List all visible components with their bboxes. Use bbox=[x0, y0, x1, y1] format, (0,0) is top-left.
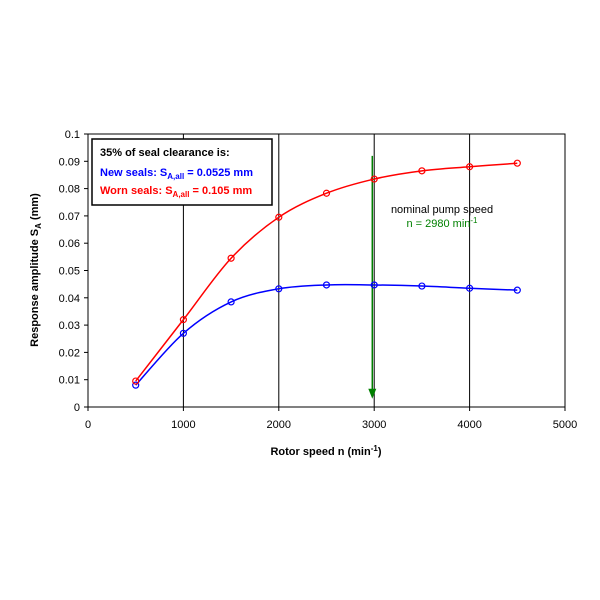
data-point bbox=[132, 377, 140, 385]
y-label-sub: A bbox=[34, 223, 43, 229]
data-point bbox=[179, 316, 187, 324]
y-tick-label: 0.01 bbox=[59, 375, 80, 387]
y-tick-label: 0.08 bbox=[59, 184, 80, 196]
legend-text: New seals: S bbox=[100, 167, 167, 179]
legend-sub: A,all bbox=[173, 190, 190, 199]
annotation-text: nominal pump speed bbox=[391, 204, 493, 216]
data-point bbox=[227, 298, 235, 306]
y-tick-label: 0.07 bbox=[59, 211, 80, 223]
annotation-sup: -1 bbox=[470, 216, 478, 225]
series-line bbox=[135, 283, 518, 386]
y-tick-label: 0.04 bbox=[59, 293, 80, 305]
x-tick-label: 1000 bbox=[171, 419, 195, 431]
data-point bbox=[227, 254, 235, 262]
x-tick-label: 4000 bbox=[457, 419, 481, 431]
y-axis-label: Response amplitude SA (mm) bbox=[29, 193, 43, 347]
data-point bbox=[132, 381, 140, 389]
data-point bbox=[322, 189, 331, 197]
y-tick-label: 0.05 bbox=[59, 266, 80, 278]
series-line bbox=[135, 162, 518, 382]
legend-after: = 0.0525 mm bbox=[184, 167, 253, 179]
data-point bbox=[370, 281, 378, 289]
y-tick-label: 0.09 bbox=[59, 156, 80, 168]
y-label-after: (mm) bbox=[29, 193, 41, 223]
legend-sub: A,all bbox=[167, 172, 184, 181]
data-point bbox=[418, 167, 426, 175]
data-point bbox=[322, 281, 331, 289]
data-point bbox=[418, 282, 426, 290]
data-point bbox=[513, 159, 521, 167]
y-tick-label: 0.02 bbox=[59, 347, 80, 359]
legend-title: 35% of seal clearance is: bbox=[100, 147, 230, 159]
data-point bbox=[275, 213, 283, 221]
legend-entry: Worn seals: SA,all = 0.105 mm bbox=[100, 185, 252, 199]
data-point bbox=[275, 285, 283, 293]
legend-entry: New seals: SA,all = 0.0525 mm bbox=[100, 167, 253, 181]
y-tick-label: 0.06 bbox=[59, 238, 80, 250]
y-tick-label: 0 bbox=[74, 402, 80, 414]
y-tick-label: 0.1 bbox=[65, 129, 80, 141]
x-label-text: Rotor speed n (min bbox=[270, 446, 371, 458]
data-point bbox=[370, 175, 378, 183]
y-tick-label: 0.03 bbox=[59, 320, 80, 332]
data-point bbox=[513, 286, 521, 294]
legend-after: = 0.105 mm bbox=[189, 185, 252, 197]
legend-box bbox=[91, 138, 273, 206]
x-label-sup: -1 bbox=[371, 444, 379, 453]
x-tick-label: 2000 bbox=[267, 419, 291, 431]
legend-text: Worn seals: S bbox=[100, 185, 173, 197]
annotation-text-main: n = 2980 min bbox=[406, 218, 470, 230]
annotation-text: n = 2980 min-1 bbox=[406, 216, 478, 230]
x-tick-label: 0 bbox=[85, 419, 91, 431]
x-tick-label: 5000 bbox=[553, 419, 577, 431]
data-point bbox=[466, 163, 474, 171]
y-label-text: Response amplitude S bbox=[29, 229, 41, 347]
x-label-after: ) bbox=[378, 446, 382, 458]
x-axis-label: Rotor speed n (min-1) bbox=[270, 444, 381, 458]
arrow-head bbox=[368, 388, 377, 399]
data-point bbox=[466, 284, 474, 292]
x-tick-label: 3000 bbox=[362, 419, 386, 431]
data-point bbox=[179, 329, 187, 337]
